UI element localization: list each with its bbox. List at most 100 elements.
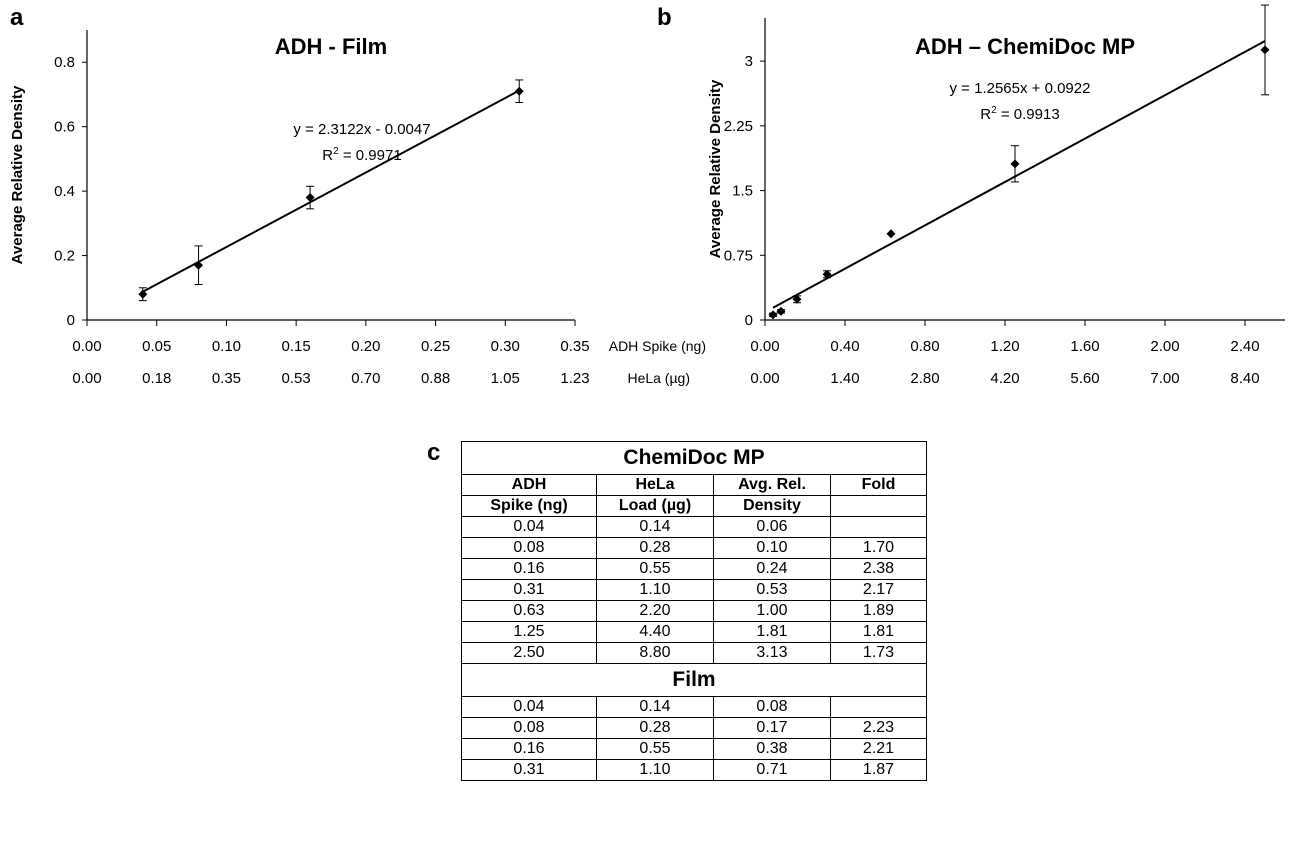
x-tick-label-secondary: 0.88 bbox=[421, 370, 450, 387]
table-cell: 0.38 bbox=[713, 738, 831, 760]
x-tick-label-secondary: 0.70 bbox=[351, 370, 380, 387]
table-cell: 0.28 bbox=[596, 537, 714, 559]
table-cell: 2.20 bbox=[596, 600, 714, 622]
table-cell: 0.14 bbox=[596, 696, 714, 718]
y-tick-label: 1.5 bbox=[732, 183, 753, 200]
x-tick-label: 0.25 bbox=[421, 338, 450, 355]
table-row: 0.63 2.20 1.00 1.89 bbox=[461, 600, 927, 622]
table-section-title: Film bbox=[461, 663, 927, 697]
x-tick-label-secondary: 1.40 bbox=[830, 370, 859, 387]
table-cell: 2.38 bbox=[830, 558, 927, 580]
table-cell: 2.23 bbox=[830, 717, 927, 739]
x-tick-label-secondary: 8.40 bbox=[1230, 370, 1259, 387]
table-cell: 0.55 bbox=[596, 738, 714, 760]
table-cell: 0.08 bbox=[461, 537, 597, 559]
x-tick-label-secondary: 0.53 bbox=[282, 370, 311, 387]
y-tick-label: 0.75 bbox=[724, 247, 753, 264]
table-cell bbox=[830, 516, 927, 538]
table-row: 0.08 0.28 0.10 1.70 bbox=[461, 537, 927, 559]
chart-a: 0 0.2 0.4 0.6 0.8 0.00 0.00 0.05 0.18 0.10 0.35 0.1… bbox=[9, 30, 590, 387]
table-cell: 0.53 bbox=[713, 579, 831, 601]
x-tick-label: 0.35 bbox=[560, 338, 589, 355]
x-tick-label: 0.05 bbox=[142, 338, 171, 355]
y-tick-label: 0.8 bbox=[54, 54, 75, 71]
table-header-cell bbox=[830, 495, 927, 517]
table-header-cell: HeLa bbox=[596, 474, 714, 496]
data-point bbox=[138, 289, 148, 299]
table-row: 0.31 1.10 0.71 1.87 bbox=[461, 759, 927, 781]
x-row-label-adh: ADH Spike (ng) bbox=[609, 338, 706, 354]
table-cell: 0.24 bbox=[713, 558, 831, 580]
table-row: 2.50 8.80 3.13 1.73 bbox=[461, 642, 927, 664]
table-header-cell: Density bbox=[713, 495, 831, 517]
table-cell: 0.16 bbox=[461, 558, 597, 580]
table-section-title: ChemiDoc MP bbox=[461, 441, 927, 475]
table-header-row: Spike (ng) Load (µg) Density bbox=[461, 495, 927, 517]
data-point bbox=[1010, 159, 1020, 169]
x-tick-label: 2.00 bbox=[1150, 338, 1179, 355]
x-tick-label: 0.20 bbox=[351, 338, 380, 355]
x-tick-label-secondary: 5.60 bbox=[1070, 370, 1099, 387]
y-tick-label: 0.2 bbox=[54, 248, 75, 265]
x-row-label-hela: HeLa (µg) bbox=[627, 370, 690, 386]
table-row: 0.04 0.14 0.06 bbox=[461, 516, 927, 538]
data-point bbox=[514, 86, 524, 96]
data-point bbox=[776, 306, 786, 316]
y-tick-label: 0.4 bbox=[54, 183, 75, 200]
table-cell: 0.28 bbox=[596, 717, 714, 739]
x-tick-label: 0.40 bbox=[830, 338, 859, 355]
y-tick-label: 3 bbox=[745, 53, 753, 70]
data-table: ChemiDoc MP ADH HeLa Avg. Rel. Fold Spike (ng… bbox=[461, 441, 927, 781]
x-tick-label-secondary: 4.20 bbox=[990, 370, 1019, 387]
table-cell: 0.63 bbox=[461, 600, 597, 622]
y-tick-label: 2.25 bbox=[724, 118, 753, 135]
x-tick-label: 0.00 bbox=[750, 338, 779, 355]
data-point bbox=[792, 294, 802, 304]
trendline bbox=[142, 89, 520, 293]
trendline-equation: y = 2.3122x - 0.0047 bbox=[293, 121, 430, 138]
table-row: 0.04 0.14 0.08 bbox=[461, 696, 927, 718]
x-tick-label: 0.00 bbox=[72, 338, 101, 355]
table-row: 0.08 0.28 0.17 2.23 bbox=[461, 717, 927, 739]
y-axis-label: Average Relative Density bbox=[707, 79, 724, 258]
y-tick-label: 0 bbox=[745, 312, 753, 329]
x-tick-label: 1.20 bbox=[990, 338, 1019, 355]
y-tick-label: 0.6 bbox=[54, 119, 75, 136]
chart-b: 0 0.75 1.5 2.25 3 0.00 0.00 0.40 1.40 0.80 2.80 1.2… bbox=[609, 4, 1285, 387]
table-cell: 2.17 bbox=[830, 579, 927, 601]
x-tick-label-secondary: 2.80 bbox=[910, 370, 939, 387]
x-tick-label: 0.80 bbox=[910, 338, 939, 355]
y-axis-label: Average Relative Density bbox=[9, 85, 26, 264]
table-cell: 0.14 bbox=[596, 516, 714, 538]
table-header-cell: Spike (ng) bbox=[461, 495, 597, 517]
data-point bbox=[822, 269, 832, 279]
x-tick-label-secondary: 0.35 bbox=[212, 370, 241, 387]
data-point bbox=[1260, 45, 1270, 55]
y-tick-label: 0 bbox=[67, 312, 75, 329]
table-row: 1.25 4.40 1.81 1.81 bbox=[461, 621, 927, 643]
x-tick-label: 1.60 bbox=[1070, 338, 1099, 355]
table-cell: 3.13 bbox=[713, 642, 831, 664]
table-cell: 1.81 bbox=[713, 621, 831, 643]
table-header-cell: ADH bbox=[461, 474, 597, 496]
table-section-row: Film bbox=[461, 663, 927, 697]
table-cell: 0.10 bbox=[713, 537, 831, 559]
table-cell: 8.80 bbox=[596, 642, 714, 664]
table-cell: 0.55 bbox=[596, 558, 714, 580]
table-cell: 0.71 bbox=[713, 759, 831, 781]
data-point bbox=[886, 229, 896, 239]
chart-title: ADH – ChemiDoc MP bbox=[915, 34, 1135, 59]
x-tick-label-secondary: 0.00 bbox=[72, 370, 101, 387]
x-tick-label-secondary: 7.00 bbox=[1150, 370, 1179, 387]
table-row: 0.16 0.55 0.38 2.21 bbox=[461, 738, 927, 760]
r-squared-label: R2 = 0.9971 bbox=[322, 146, 401, 164]
table-cell: 1.89 bbox=[830, 600, 927, 622]
x-tick-label: 2.40 bbox=[1230, 338, 1259, 355]
data-point bbox=[768, 310, 778, 320]
table-cell: 1.87 bbox=[830, 759, 927, 781]
r-squared-label: R2 = 0.9913 bbox=[980, 105, 1059, 123]
table-header-cell: Fold bbox=[830, 474, 927, 496]
panel-label-b: b bbox=[657, 4, 672, 31]
table-cell: 0.08 bbox=[461, 717, 597, 739]
x-tick-label: 0.30 bbox=[491, 338, 520, 355]
